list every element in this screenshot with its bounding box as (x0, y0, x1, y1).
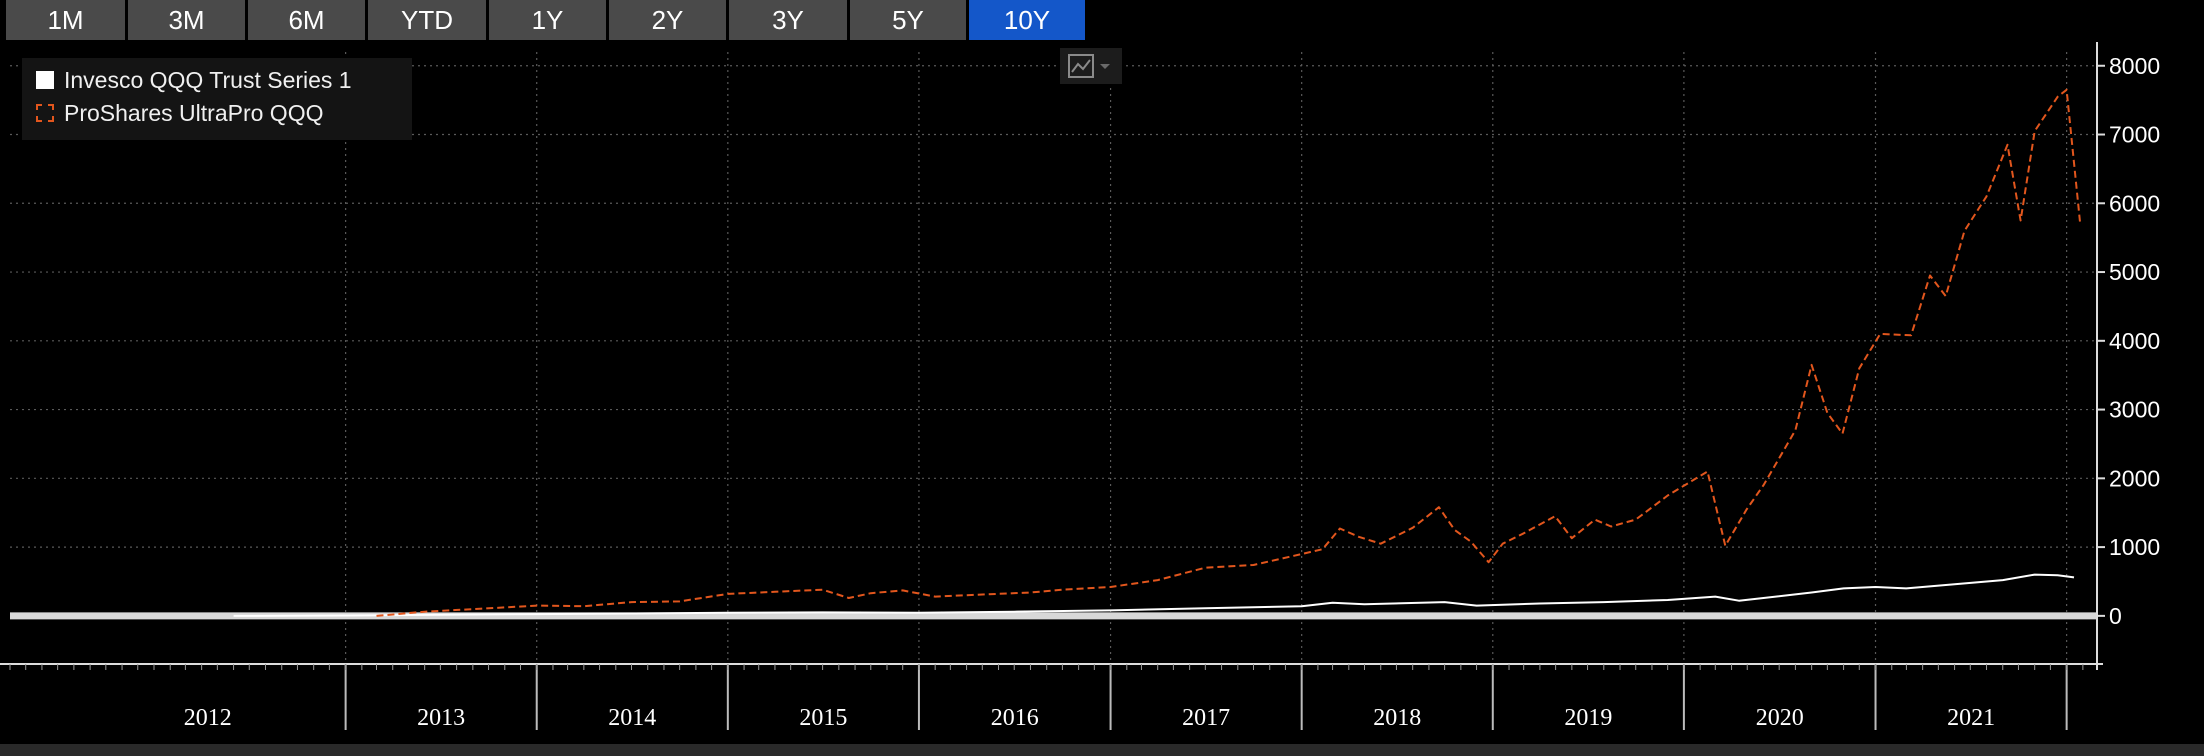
tab-1m[interactable]: 1M (6, 0, 125, 40)
legend-swatch-tqqq (36, 104, 54, 122)
tab-6m[interactable]: 6M (248, 0, 365, 40)
y-tick-label-8000: 8000 (2109, 53, 2160, 79)
tab-3y[interactable]: 3Y (729, 0, 847, 40)
tab-1y[interactable]: 1Y (489, 0, 606, 40)
series-line-qqq (233, 573, 2075, 617)
bottom-strip (0, 744, 2204, 756)
y-tick-label-2000: 2000 (2109, 465, 2160, 491)
y-tick-label-1000: 1000 (2109, 534, 2160, 560)
x-tick-label-2021: 2021 (1947, 705, 1995, 731)
line-chart-icon (1068, 54, 1110, 78)
series-layer (10, 88, 2097, 620)
tab-5y[interactable]: 5Y (850, 0, 966, 40)
x-tick-label-2016: 2016 (991, 705, 1039, 731)
legend-swatch-qqq (36, 71, 54, 89)
grid (10, 52, 2097, 664)
x-tick-label-2018: 2018 (1373, 705, 1421, 731)
x-tick-label-2013: 2013 (417, 705, 465, 731)
x-tick-label-2012: 2012 (184, 705, 232, 731)
y-tick-label-5000: 5000 (2109, 259, 2160, 285)
tab-3m[interactable]: 3M (128, 0, 245, 40)
x-tick-label-2020: 2020 (1756, 705, 1804, 731)
y-tick-label-0: 0 (2109, 603, 2122, 629)
tab-2y[interactable]: 2Y (609, 0, 726, 40)
legend-item-qqq: Invesco QQQ Trust Series 1 (36, 65, 352, 95)
legend: Invesco QQQ Trust Series 1 ProShares Ult… (22, 58, 412, 140)
tab-10y[interactable]: 10Y (969, 0, 1085, 40)
x-tick-label-2017: 2017 (1182, 705, 1230, 731)
x-tick-label-2015: 2015 (799, 705, 847, 731)
timeframe-tabs: 1M 3M 6M YTD 1Y 2Y 3Y 5Y 10Y (6, 0, 1088, 40)
legend-label-tqqq: ProShares UltraPro QQQ (64, 99, 324, 126)
legend-label-qqq: Invesco QQQ Trust Series 1 (64, 66, 352, 93)
tab-ytd[interactable]: YTD (368, 0, 486, 40)
x-tick-label-2014: 2014 (608, 705, 656, 731)
x-tick-label-2019: 2019 (1564, 705, 1612, 731)
legend-item-tqqq: ProShares UltraPro QQQ (36, 98, 323, 128)
chart-type-button[interactable] (1060, 48, 1122, 84)
series-line-tqqq (376, 88, 2082, 617)
axes: 0 1000 2000 3000 4000 5000 6000 7000 8000 2012 201… (0, 42, 2160, 731)
y-tick-label-4000: 4000 (2109, 328, 2160, 354)
y-tick-label-7000: 7000 (2109, 122, 2160, 148)
y-tick-label-6000: 6000 (2109, 190, 2160, 216)
y-tick-label-3000: 3000 (2109, 397, 2160, 423)
